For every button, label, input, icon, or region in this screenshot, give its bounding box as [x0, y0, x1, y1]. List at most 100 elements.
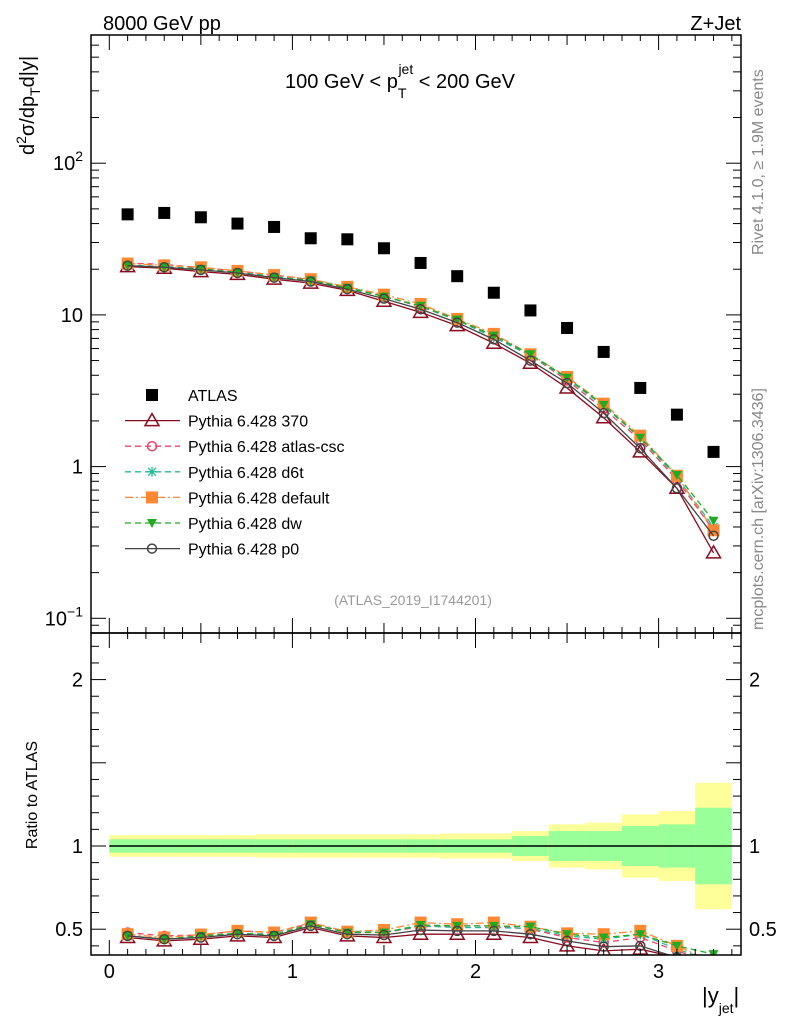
ratio-series-point — [525, 922, 536, 932]
main-series-point — [671, 471, 682, 481]
ratio-series-line — [127, 923, 714, 955]
legend-marker — [146, 543, 158, 554]
ratio-series-point — [671, 941, 682, 951]
legend-entry-label: ATLAS — [188, 388, 238, 405]
ratio-series-point — [707, 969, 721, 981]
ratio-series-point — [451, 925, 463, 937]
main-series-point — [342, 283, 353, 293]
ratio-y-tick-label-right: 0.5 — [749, 919, 777, 941]
main-series-line — [127, 262, 715, 531]
ratio-series-point — [488, 925, 500, 937]
ratio-series-point — [709, 961, 718, 970]
legend-marker — [146, 491, 158, 504]
ratio-series-point — [378, 929, 390, 941]
main-series-line — [127, 265, 715, 537]
ratio-series-point — [709, 956, 719, 966]
ratio-series-line — [127, 922, 693, 955]
atlas-data-point — [670, 408, 683, 421]
atlas-data-point — [524, 304, 537, 317]
x-axis-label-main: |y — [702, 983, 719, 1008]
main-y-tick-label-exp: 2 — [75, 148, 83, 164]
legend-marker — [146, 440, 158, 452]
x-tick-label: 1 — [287, 961, 298, 983]
legend-marker — [147, 519, 157, 528]
main-series-point — [342, 283, 353, 295]
ratio-series-point — [709, 958, 718, 967]
ratio-series-point — [268, 930, 280, 942]
atlas-data-point — [597, 345, 610, 358]
legend-entry-label: Pythia 6.428 default — [188, 490, 330, 507]
main-series-point — [525, 350, 536, 360]
main-series-point — [415, 301, 426, 311]
atlas-data-point — [341, 233, 354, 246]
atlas-data-point — [487, 286, 500, 299]
main-series-point — [452, 315, 463, 325]
ratio-series-line — [127, 925, 672, 955]
ratio-y-tick-label: 0.5 — [55, 919, 83, 941]
x-tick-label: 3 — [653, 961, 664, 983]
main-series-point — [525, 355, 536, 366]
main-series-point — [451, 317, 463, 328]
ratio-series-point — [525, 928, 536, 940]
main-series-point — [305, 276, 316, 287]
legend-entry-label: Pythia 6.428 dw — [188, 516, 302, 533]
title-jet-superscript: jet — [397, 61, 413, 77]
atlas-data-point — [121, 208, 134, 221]
ratio-y-tick-label: 2 — [72, 670, 83, 692]
main-y-tick-label: 1 — [72, 457, 83, 479]
main-series-point — [415, 303, 426, 315]
atlas-data-point — [451, 270, 464, 283]
main-plot-title: 100 GeV < pTjet < 200 GeV — [285, 61, 516, 101]
x-axis-label-end: | — [734, 983, 740, 1008]
legend-marker — [146, 389, 158, 401]
main-y-tick-label: 102 — [53, 148, 83, 175]
x-axis-label-sub: jet — [718, 1000, 734, 1016]
legend-marker — [143, 412, 161, 427]
ratio-series-point — [122, 930, 133, 942]
mcplots-label: mcplots.cern.ch [arXiv:1306.3436] — [750, 388, 767, 630]
main-y-tick-label-exp: −1 — [67, 603, 83, 619]
ratio-series-point — [195, 932, 207, 943]
main-series-group — [119, 206, 722, 559]
ratio-y-tick-label-right: 1 — [749, 836, 760, 858]
legend-entry-label: Pythia 6.428 370 — [188, 414, 308, 431]
ratio-y-tick-label: 1 — [72, 836, 83, 858]
rivet-version-label: Rivet 4.1.0, ≥ 1.9M events — [750, 69, 767, 255]
main-series-point — [488, 331, 499, 341]
ratio-series-group — [119, 916, 721, 981]
atlas-data-point — [194, 211, 207, 224]
main-y-tick-label-base: 10 — [53, 153, 75, 175]
atlas-data-point — [158, 206, 171, 219]
main-series-point — [488, 334, 500, 345]
atlas-data-point — [707, 445, 720, 458]
ratio-frame — [90, 632, 742, 956]
ratio-series-point — [232, 928, 243, 940]
main-series-line — [127, 262, 715, 531]
ratio-y-tick-label-right: 2 — [749, 670, 760, 692]
main-series-point — [708, 516, 719, 526]
header-right-label: Z+Jet — [690, 13, 741, 35]
atlas-data-point — [304, 232, 317, 245]
x-axis-label: |yjet| — [702, 983, 739, 1016]
legend: ATLAS Pythia 6.428 370 Pythia 6.428 atlas-… — [125, 388, 345, 559]
atlas-data-point — [231, 217, 244, 230]
main-y-axis-label: d2σ/dpTd|y| — [13, 56, 43, 155]
main-series-point — [195, 264, 207, 276]
atlas-data-point — [414, 256, 427, 269]
header-left-label: 8000 GeV pp — [103, 13, 221, 35]
main-y-tick-label-base: 1 — [72, 457, 83, 479]
main-series-point — [378, 293, 390, 304]
main-y-tick-label-base: 10 — [45, 608, 67, 630]
x-tick-label: 0 — [104, 961, 115, 983]
ratio-series-point — [158, 933, 170, 945]
ratio-series-point — [342, 928, 353, 940]
main-series-point — [158, 262, 170, 273]
main-series-point — [708, 530, 719, 542]
main-series-line — [127, 266, 715, 554]
analysis-id-label: (ATLAS_2019_I1744201) — [334, 592, 492, 608]
atlas-data-point — [268, 220, 281, 233]
main-y-tick-label-base: 10 — [61, 305, 83, 327]
atlas-data-point — [561, 321, 574, 334]
